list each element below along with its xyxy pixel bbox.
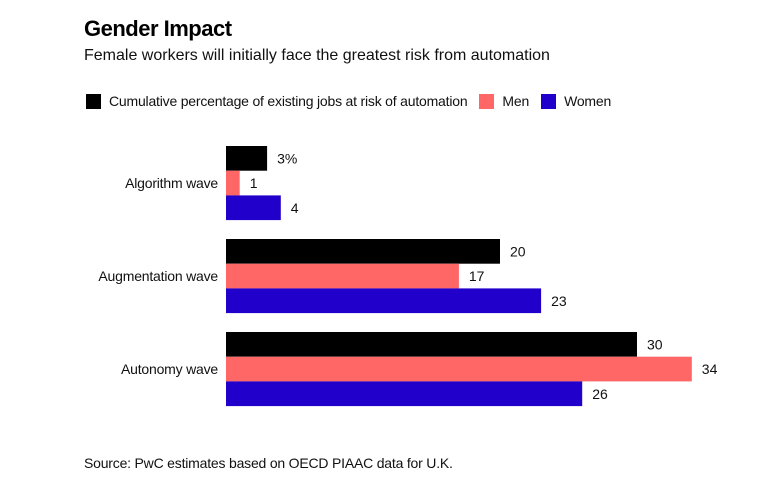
bar-autonomy-wave-cumulative	[226, 332, 637, 357]
category-label-algorithm-wave: Algorithm wave	[125, 175, 218, 191]
legend-swatch-cumulative	[86, 93, 101, 109]
value-label-autonomy-wave-men: 34	[702, 361, 718, 377]
chart-subtitle: Female workers will initially face the g…	[84, 47, 550, 64]
legend: Cumulative percentage of existing jobs a…	[86, 93, 623, 109]
bar-algorithm-wave-women	[226, 195, 281, 221]
legend-label-men: Men	[502, 93, 530, 109]
legend-label-cumulative: Cumulative percentage of existing jobs a…	[109, 93, 468, 109]
bar-augmentation-wave-men	[226, 263, 459, 289]
legend-item-cumulative: Cumulative percentage of existing jobs a…	[86, 93, 468, 109]
bar-augmentation-wave-women	[226, 288, 542, 314]
legend-swatch-women	[541, 93, 557, 109]
category-label-augmentation-wave: Augmentation wave	[98, 268, 218, 284]
bar-augmentation-wave-cumulative	[226, 239, 500, 264]
legend-item-men: Men	[479, 93, 529, 109]
category-label-autonomy-wave: Autonomy wave	[121, 361, 218, 377]
bar-algorithm-wave-cumulative	[226, 146, 268, 171]
value-label-augmentation-wave-women: 23	[551, 293, 567, 309]
value-label-algorithm-wave-women: 4	[291, 200, 299, 216]
legend-label-women: Women	[564, 93, 612, 109]
value-label-augmentation-wave-men: 17	[469, 268, 485, 284]
value-label-autonomy-wave-cumulative: 30	[647, 336, 663, 352]
bar-autonomy-wave-men	[226, 356, 692, 382]
legend-swatch-men	[479, 93, 495, 109]
value-label-autonomy-wave-women: 26	[592, 386, 608, 402]
legend-item-women: Women	[541, 93, 611, 109]
bar-autonomy-wave-women	[226, 381, 583, 407]
value-label-augmentation-wave-cumulative: 20	[510, 243, 526, 259]
bar-algorithm-wave-men	[226, 170, 240, 196]
value-label-algorithm-wave-men: 1	[250, 175, 258, 191]
value-label-algorithm-wave-cumulative: 3%	[277, 150, 297, 166]
chart-title: Gender Impact	[84, 16, 232, 41]
source-note: Source: PwC estimates based on OECD PIAA…	[84, 455, 453, 471]
